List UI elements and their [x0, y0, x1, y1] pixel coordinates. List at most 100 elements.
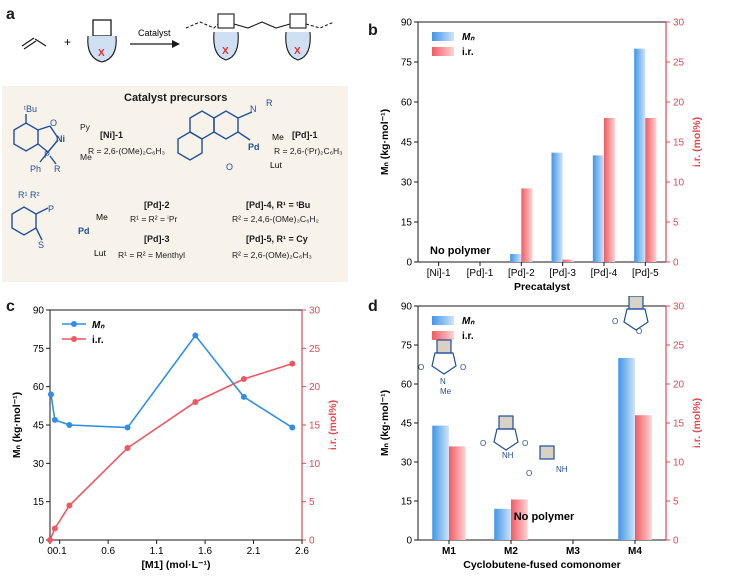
y2-tick-label: 15 [673, 138, 685, 149]
y-tick-label: 75 [401, 341, 413, 352]
y2-tick-label: 10 [309, 459, 321, 470]
y-tick-label: 75 [33, 344, 45, 355]
pd5-name: [Pd]-5, R¹ = Cy [246, 234, 308, 244]
chart-d-comonomer: 0 15 30 45 60 75 90 0 5 10 15 20 25 30 Mₙ (kg·mol⁻¹) i.… [379, 296, 703, 571]
r-label: R [266, 98, 273, 108]
x-axis-title: [M1] (mol·L⁻¹) [141, 559, 210, 571]
y2-tick-label: 15 [309, 421, 321, 432]
mn-bar [618, 358, 635, 540]
ir-point [124, 445, 131, 451]
y2-tick-label: 20 [673, 380, 685, 391]
mn-point [192, 332, 199, 339]
n-label: N [250, 104, 257, 114]
legend-ir-marker [71, 336, 77, 342]
x-tick-label: [Pd]-3 [549, 268, 576, 279]
ir-point [47, 537, 53, 543]
x-tick-label: 0.1 [53, 546, 67, 557]
ni-label: Ni [56, 134, 65, 144]
x-tick-label: [Pd]-4 [591, 268, 618, 279]
legend-mn-swatch [432, 32, 454, 41]
pd2-name: [Pd]-2 [144, 200, 170, 210]
y-tick-label: 75 [401, 58, 413, 69]
x-tick-label: 0.6 [101, 546, 115, 557]
y-tick-label: 30 [33, 459, 45, 470]
o-label: O [226, 162, 233, 172]
y2-tick-label: 20 [673, 98, 685, 109]
y-axis-title: Mₙ (kg·mol⁻¹) [379, 109, 391, 175]
o-label: O [612, 317, 618, 326]
x-tick-label: 2.1 [247, 546, 261, 557]
mn-bar [634, 48, 646, 262]
plot-frame [49, 309, 303, 541]
y-tick-label: 0 [406, 536, 412, 547]
o-label: O [460, 363, 466, 372]
s-label: S [38, 240, 44, 250]
y-tick-label: 30 [401, 458, 413, 469]
y-tick-label: 15 [33, 497, 45, 508]
ni1-r-group: R = 2,6-(OMe)₂C₆H₃ [88, 146, 166, 156]
y2-axis-title: i.r. (mol%) [327, 400, 339, 450]
panel-letter-a: a [6, 6, 15, 23]
ir-series-line [49, 362, 293, 541]
py-label: Py [80, 122, 91, 132]
ir-bar [511, 499, 528, 540]
x-tick-label: [Ni]-1 [427, 268, 451, 279]
y-tick-label: 45 [401, 419, 413, 430]
y2-tick-label: 20 [309, 382, 321, 393]
legend-mn-label: Mₙ [92, 320, 105, 331]
ir-point [289, 360, 296, 367]
pd-phosphine-sulfonate-structure [11, 206, 49, 241]
cyclobutene-ring [498, 415, 514, 430]
chart-b-precatalyst: 0 15 30 45 60 75 90 0 5 10 15 20 25 30 Mₙ (kg·mol⁻¹) i.… [379, 18, 703, 294]
y2-tick-label: 30 [673, 18, 685, 29]
mn-bar [432, 425, 449, 540]
ir-bar [449, 446, 466, 540]
legend-ir-label: i.r. [92, 335, 104, 346]
x-substituent: X [98, 48, 105, 59]
m3-cyclobutene-ring [539, 445, 555, 460]
ni1-name: [Ni]-1 [100, 130, 123, 140]
legend-ir-label: i.r. [462, 331, 474, 342]
m4-structure [623, 296, 649, 331]
y-tick-label: 90 [401, 302, 413, 313]
x-tick-label: 0 [47, 546, 53, 557]
plus-sign: + [64, 35, 71, 49]
catalyst-precursor-box [2, 86, 348, 282]
ethylene-structure [21, 37, 47, 50]
plot-frame [417, 21, 667, 263]
y2-axis-title: i.r. (mol%) [691, 117, 703, 167]
mn-point [66, 422, 73, 428]
m2-structure [493, 415, 519, 451]
mn-bar [494, 508, 511, 540]
legend-mn-label: Mₙ [462, 32, 475, 43]
y-tick-label: 60 [401, 98, 413, 109]
chart-c-concentration: 0 15 30 45 60 75 90 0 5 10 15 20 25 30 Mₙ (kg·mol⁻¹) i.… [11, 306, 339, 572]
mn-series-line [50, 334, 293, 429]
r-label: R [54, 164, 61, 174]
x-tick-label: 2.6 [295, 546, 309, 557]
pd3-r-group: R¹ = R² = Menthyl [118, 250, 186, 260]
y2-tick-label: 5 [673, 218, 679, 229]
comonomer-structure: X [87, 19, 117, 63]
y-tick-label: 60 [33, 382, 45, 393]
ph-label: Ph [30, 164, 41, 174]
panel-letter-c: c [6, 298, 15, 315]
y-tick-label: 45 [401, 138, 413, 149]
me-label: Me [80, 152, 92, 162]
panel-letter-d: d [368, 298, 378, 315]
x-tick-label: 1.6 [198, 546, 212, 557]
y-axis-title: Mₙ (kg·mol⁻¹) [11, 392, 23, 458]
legend-mn-label: Mₙ [462, 316, 475, 327]
x-tick-label: [Pd]-1 [467, 268, 494, 279]
ir-point [51, 525, 58, 532]
y2-tick-label: 0 [309, 536, 315, 547]
reaction-scheme: + X Catalyst X X ᵗBu O Ni P Ph R Py Me [11, 13, 335, 258]
x-tick-label: M4 [628, 546, 642, 557]
pd-label: Pd [78, 226, 90, 236]
y-tick-label: 90 [33, 306, 45, 317]
fused-ring [623, 308, 649, 331]
y2-tick-label: 25 [673, 58, 685, 69]
mn-point [289, 424, 296, 431]
nh-label: NH [556, 465, 568, 474]
cyclobutene-ring [628, 296, 644, 310]
